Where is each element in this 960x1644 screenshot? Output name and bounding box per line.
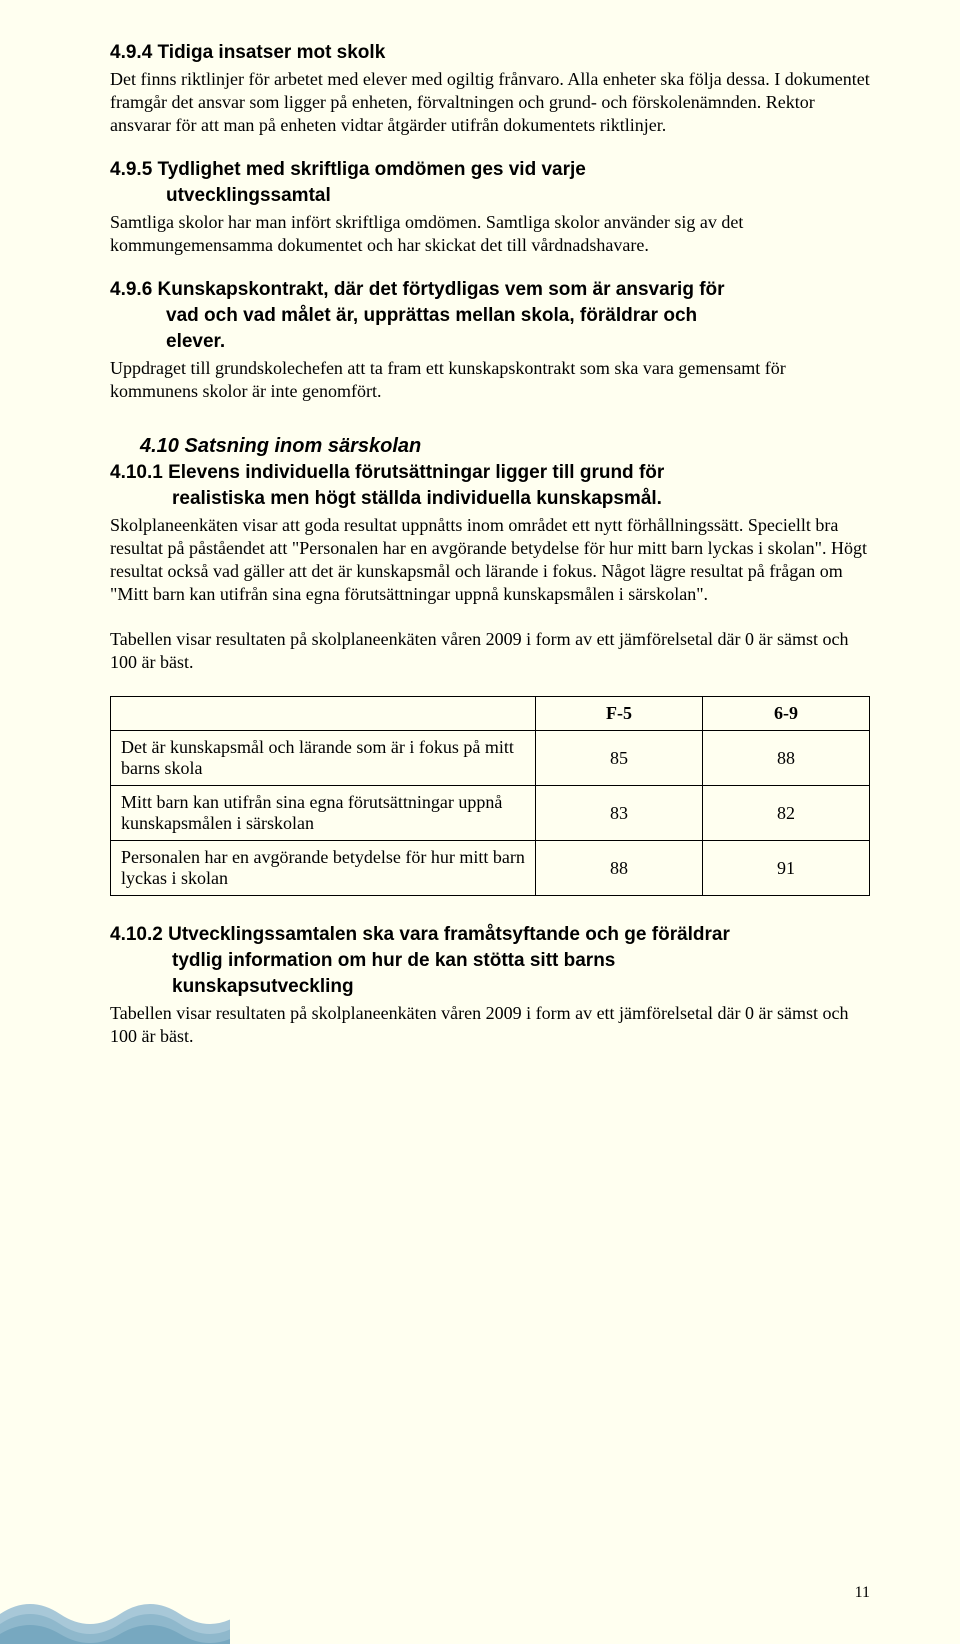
heading-text-line1: 4.9.5 Tydlighet med skriftliga omdömen g…: [110, 159, 870, 181]
table-cell-label: Mitt barn kan utifrån sina egna förutsät…: [111, 786, 536, 841]
body-4-10-1-a: Skolplaneenkäten visar att goda resultat…: [110, 514, 870, 606]
table-col-6-9: 6-9: [703, 697, 870, 731]
heading-4-10-1: 4.10.1 Elevens individuella förutsättnin…: [110, 462, 870, 510]
table-col-f5: F-5: [536, 697, 703, 731]
table-cell-value: 88: [536, 841, 703, 896]
heading-4-10-2: 4.10.2 Utvecklingssamtalen ska vara fram…: [110, 924, 870, 998]
wave-decoration-icon: [0, 1574, 230, 1644]
heading-4-9-4: 4.9.4 Tidiga insatser mot skolk: [110, 42, 870, 64]
heading-text: 4.9.4 Tidiga insatser mot skolk: [110, 42, 870, 64]
heading-text-line1: 4.10.2 Utvecklingssamtalen ska vara fram…: [110, 924, 870, 946]
heading-4-9-6: 4.9.6 Kunskapskontrakt, där det förtydli…: [110, 279, 870, 353]
table-cell-label: Personalen har en avgörande betydelse fö…: [111, 841, 536, 896]
table-cell-label: Det är kunskapsmål och lärande som är i …: [111, 731, 536, 786]
heading-text-line2: realistiska men högt ställda individuell…: [110, 488, 870, 510]
table-row: Det är kunskapsmål och lärande som är i …: [111, 731, 870, 786]
table-cell-value: 91: [703, 841, 870, 896]
page-number: 11: [855, 1584, 870, 1602]
heading-text-line1: 4.9.6 Kunskapskontrakt, där det förtydli…: [110, 279, 870, 301]
heading-text-line2: vad och vad målet är, upprättas mellan s…: [110, 305, 870, 327]
heading-text-line2: utvecklingssamtal: [110, 185, 870, 207]
body-4-9-6: Uppdraget till grundskolechefen att ta f…: [110, 357, 870, 403]
body-4-10-2: Tabellen visar resultaten på skolplaneen…: [110, 1002, 870, 1048]
table-cell-value: 88: [703, 731, 870, 786]
body-4-9-5: Samtliga skolor har man infört skriftlig…: [110, 211, 870, 257]
table-cell-value: 82: [703, 786, 870, 841]
heading-4-9-5: 4.9.5 Tydlighet med skriftliga omdömen g…: [110, 159, 870, 207]
table-row: Mitt barn kan utifrån sina egna förutsät…: [111, 786, 870, 841]
body-4-9-4: Det finns riktlinjer för arbetet med ele…: [110, 68, 870, 137]
table-cell-value: 83: [536, 786, 703, 841]
heading-text-line3: kunskapsutveckling: [110, 976, 870, 998]
document-page: 4.9.4 Tidiga insatser mot skolk Det finn…: [0, 0, 960, 1644]
heading-text-line3: elever.: [110, 331, 870, 353]
body-4-10-1-b: Tabellen visar resultaten på skolplaneen…: [110, 628, 870, 674]
table-row: Personalen har en avgörande betydelse fö…: [111, 841, 870, 896]
heading-text-line1: 4.10.1 Elevens individuella förutsättnin…: [110, 462, 870, 484]
results-table: F-5 6-9 Det är kunskapsmål och lärande s…: [110, 696, 870, 896]
heading-text-line2: tydlig information om hur de kan stötta …: [110, 950, 870, 972]
heading-4-10: 4.10 Satsning inom särskolan: [110, 435, 870, 458]
table-header-row: F-5 6-9: [111, 697, 870, 731]
table-cell-value: 85: [536, 731, 703, 786]
table-empty-cell: [111, 697, 536, 731]
